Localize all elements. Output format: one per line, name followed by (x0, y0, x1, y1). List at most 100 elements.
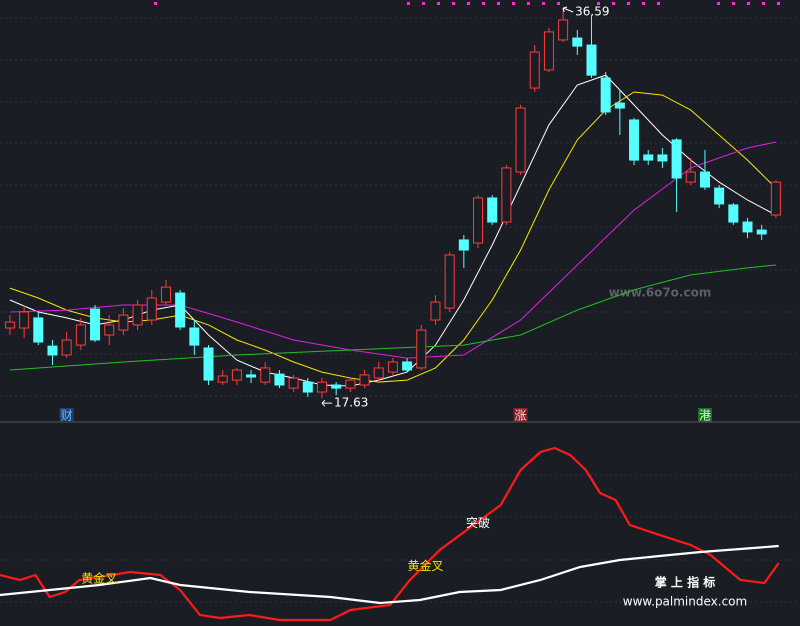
candle-body (373, 367, 384, 379)
dot (452, 2, 455, 5)
event-label: 港 (699, 409, 711, 423)
candle-body (728, 204, 739, 223)
dot (657, 2, 660, 5)
candle-body (444, 254, 455, 309)
event-label: 涨 (515, 408, 527, 423)
watermark: 掌 上 指 标 (655, 575, 716, 590)
candle-body (458, 239, 469, 251)
dot (612, 2, 615, 5)
event-badge (59, 408, 74, 422)
dot (512, 2, 515, 5)
candle-body (160, 286, 171, 303)
high-label: 36.59 (575, 5, 609, 19)
candle-body (600, 77, 611, 113)
candle-body (558, 19, 569, 41)
candle-body (756, 229, 767, 235)
candle-body (118, 314, 129, 331)
dot (627, 2, 630, 5)
arrow (562, 6, 574, 13)
candle-body (572, 37, 583, 47)
candle-body (416, 329, 427, 369)
event-label: 财 (61, 409, 73, 423)
candle-body (359, 374, 370, 386)
candle-body (260, 367, 271, 383)
candle-body (629, 119, 640, 161)
moving-average (9, 264, 776, 371)
candle-body (246, 374, 257, 378)
candle-body (473, 197, 484, 244)
candle-body (104, 324, 115, 336)
candle-body (685, 171, 696, 183)
candle-body (742, 221, 753, 233)
candle-body (586, 44, 597, 76)
candle-body (4, 321, 15, 329)
dot (542, 2, 545, 5)
event-badge (697, 408, 712, 422)
dot (777, 2, 780, 5)
indicator-line (0, 544, 779, 605)
watermark: www.palmindex.com (623, 595, 747, 609)
dot (717, 2, 720, 5)
dot (527, 2, 530, 5)
dot (732, 2, 735, 5)
candle-body (33, 317, 44, 343)
candle-body (430, 301, 441, 321)
candle-body (643, 154, 654, 161)
dot (154, 2, 157, 5)
candle-body (657, 154, 668, 162)
signal-label: 突破 (466, 515, 490, 530)
dot (482, 2, 485, 5)
candle-body (274, 373, 285, 386)
candle-body (316, 381, 327, 393)
candle-body (699, 171, 710, 188)
candle-body (61, 339, 72, 356)
candle-body (189, 327, 200, 346)
indicator-line (0, 446, 780, 622)
signal-label: 黄金叉 (408, 558, 444, 573)
signal-label: 黄金叉 (81, 571, 117, 586)
candle-body (487, 197, 498, 223)
dot (597, 2, 600, 5)
candle-body (714, 187, 725, 205)
candle-body (288, 377, 299, 389)
grid (0, 17, 800, 603)
low-label: 17.63 (334, 396, 368, 410)
candle-body (543, 31, 554, 71)
candle-body (203, 347, 214, 381)
candle-body (132, 304, 143, 326)
event-badge (513, 408, 528, 422)
candle-body (501, 167, 512, 223)
candle-body (90, 308, 101, 341)
dot (497, 2, 500, 5)
top-dots (154, 2, 780, 5)
candle-body (331, 384, 342, 389)
dot (407, 2, 410, 5)
candle-body (75, 324, 86, 346)
dot (422, 2, 425, 5)
dot (747, 2, 750, 5)
candle-body (529, 51, 540, 89)
candle-body (19, 311, 30, 329)
watermark: www.6o7o.com (609, 286, 712, 300)
candle-body (515, 107, 526, 173)
candle-body (770, 181, 781, 216)
candle-body (345, 379, 356, 389)
arrow (321, 399, 332, 407)
dot (762, 2, 765, 5)
candle-body (402, 361, 413, 371)
candle-body (175, 292, 186, 328)
candle-body (387, 361, 398, 373)
candle-body (671, 139, 682, 179)
candle-body (217, 375, 228, 383)
candle-body (302, 381, 313, 393)
candle-body (614, 102, 625, 109)
candle-body (231, 369, 242, 381)
dot (642, 2, 645, 5)
dot (467, 2, 470, 5)
dot (557, 2, 560, 5)
candle-body (146, 297, 157, 321)
candle-body (47, 345, 58, 356)
dot (437, 2, 440, 5)
